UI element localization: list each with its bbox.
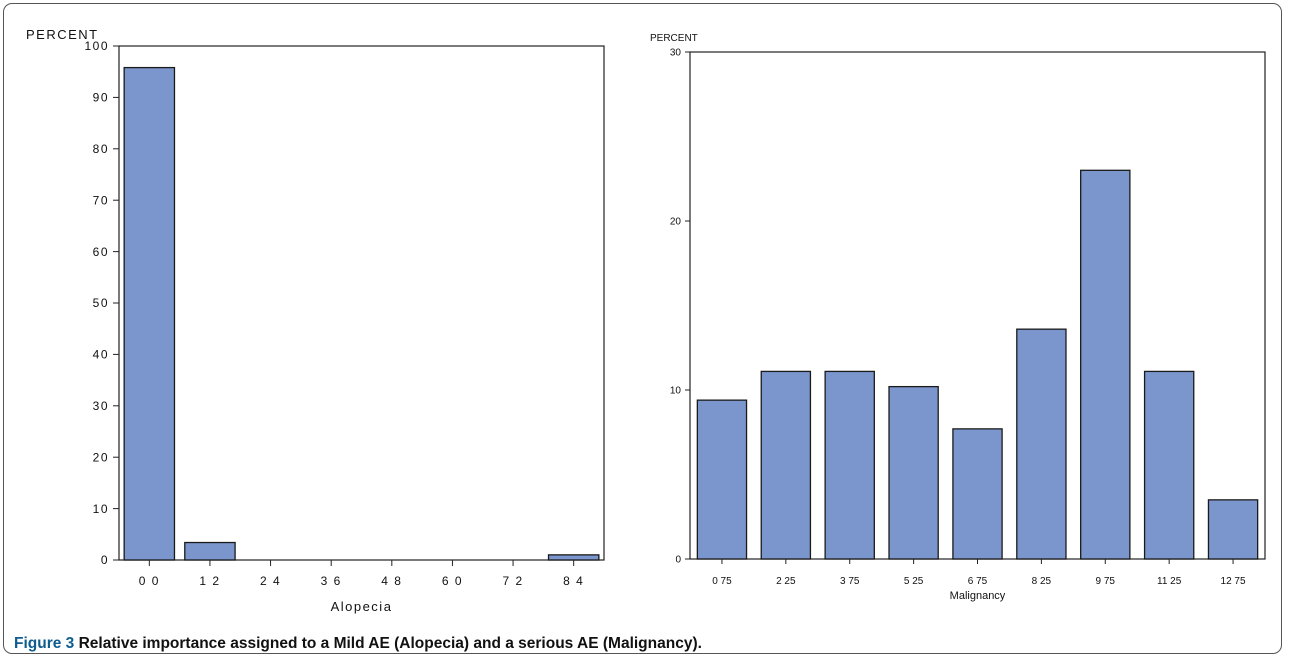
malignancy-ytick-label: 10 [670,386,682,397]
malignancy-xtick-label: 6 75 [968,576,988,587]
malignancy-xtick-label: 2 25 [776,576,796,587]
alopecia-xtick-label: 6 0 [442,574,463,588]
alopecia-xtick-label: 1 2 [199,574,220,588]
malignancy-bar [1080,169,1131,560]
malignancy-ytick-label: 0 [675,555,681,566]
malignancy-bar [1143,370,1195,560]
malignancy-ylabel: PERCENT [650,33,698,44]
alopecia-ytick-label: 50 [93,296,109,310]
malignancy-xlabel: Malignancy [950,590,1006,602]
alopecia-ytick-label: 20 [93,450,109,464]
alopecia-xlabel: Alopecia [331,599,393,614]
malignancy-xtick-label: 8 25 [1032,576,1052,587]
malignancy-chart: 0 10 20 30 PERCENT 0 75 2 25 3 75 5 25 6 75 8 25 9 … [650,33,1266,602]
malignancy-bar [1016,328,1067,560]
alopecia-ytick-label: 10 [93,502,109,516]
malignancy-xtick-label: 12 75 [1221,576,1246,587]
alopecia-xtick-label: 8 4 [563,574,584,588]
malignancy-bar [1207,499,1259,560]
alopecia-ytick-label: 60 [93,245,109,259]
malignancy-ytick-label: 30 [670,48,682,59]
alopecia-ytick-label: 90 [93,91,109,105]
malignancy-xtick-label: 11 25 [1157,576,1182,587]
malignancy-xtick-label: 0 75 [712,576,732,587]
figure-frame [3,3,1282,654]
malignancy-bar [696,399,748,560]
malignancy-xtick-label: 5 25 [904,576,924,587]
caption-label: Figure 3 [14,635,75,652]
alopecia-xtick-label: 2 4 [260,574,281,588]
alopecia-xtick-label: 4 8 [381,574,402,588]
malignancy-bar [888,385,939,560]
alopecia-xtick-label: 7 2 [502,574,523,588]
malignancy-xtick-label: 3 75 [840,576,860,587]
malignancy-bar [824,370,875,560]
figure-caption: Figure 3 Relative importance assigned to… [14,635,702,653]
malignancy-xtick-label: 9 75 [1096,576,1116,587]
alopecia-xtick-label: 0 0 [139,574,160,588]
caption-text: Relative importance assigned to a Mild A… [78,635,702,652]
alopecia-ytick-label: 30 [93,399,109,413]
malignancy-bar [760,370,812,560]
alopecia-ytick-label: 100 [84,39,109,53]
alopecia-xtick-label: 3 6 [321,574,342,588]
alopecia-ytick-label: 70 [93,193,109,207]
alopecia-ytick-label: 40 [93,348,109,362]
alopecia-ytick-label: 0 [101,553,109,567]
alopecia-ylabel: PERCENT [26,27,99,42]
malignancy-ytick-label: 20 [670,217,682,228]
malignancy-bar [952,428,1003,560]
alopecia-ytick-label: 80 [93,142,109,156]
